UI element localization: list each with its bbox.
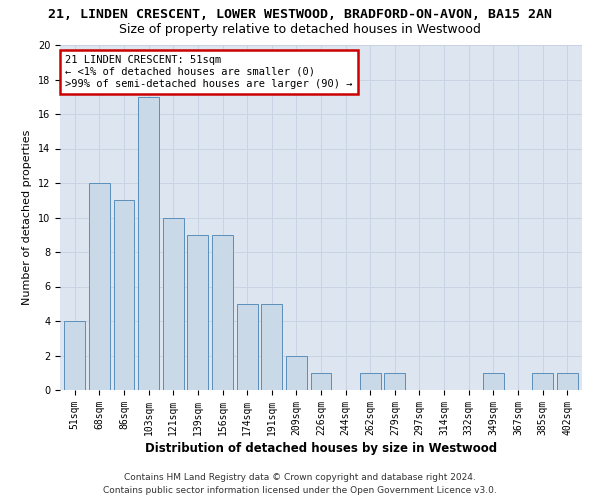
Text: Contains HM Land Registry data © Crown copyright and database right 2024.
Contai: Contains HM Land Registry data © Crown c… bbox=[103, 474, 497, 495]
Text: 21, LINDEN CRESCENT, LOWER WESTWOOD, BRADFORD-ON-AVON, BA15 2AN: 21, LINDEN CRESCENT, LOWER WESTWOOD, BRA… bbox=[48, 8, 552, 20]
Text: Size of property relative to detached houses in Westwood: Size of property relative to detached ho… bbox=[119, 22, 481, 36]
Y-axis label: Number of detached properties: Number of detached properties bbox=[22, 130, 32, 305]
Bar bbox=[212, 235, 233, 390]
Bar bbox=[261, 304, 282, 390]
Bar bbox=[138, 97, 159, 390]
Bar bbox=[187, 235, 208, 390]
Bar bbox=[163, 218, 184, 390]
Text: 21 LINDEN CRESCENT: 51sqm
← <1% of detached houses are smaller (0)
>99% of semi-: 21 LINDEN CRESCENT: 51sqm ← <1% of detac… bbox=[65, 56, 353, 88]
Bar bbox=[385, 373, 406, 390]
Bar bbox=[64, 321, 85, 390]
Bar bbox=[286, 356, 307, 390]
Bar bbox=[89, 183, 110, 390]
Bar bbox=[311, 373, 331, 390]
Bar bbox=[532, 373, 553, 390]
Bar bbox=[236, 304, 257, 390]
Bar bbox=[557, 373, 578, 390]
X-axis label: Distribution of detached houses by size in Westwood: Distribution of detached houses by size … bbox=[145, 442, 497, 455]
Bar bbox=[360, 373, 381, 390]
Bar bbox=[483, 373, 504, 390]
Bar bbox=[113, 200, 134, 390]
